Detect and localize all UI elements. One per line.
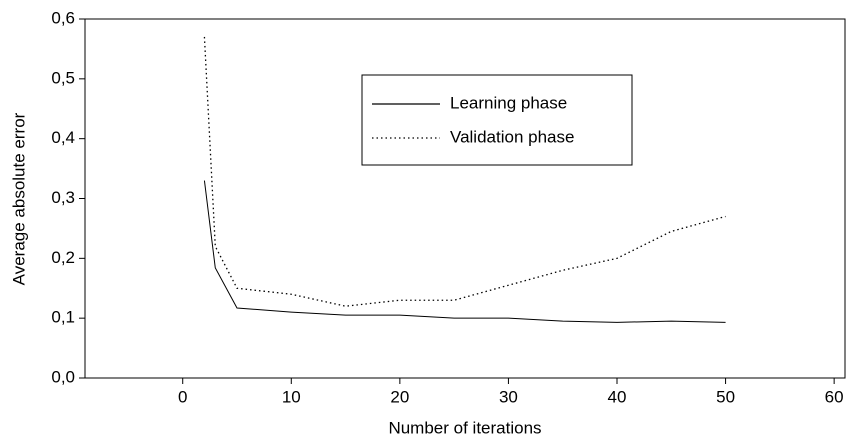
x-tick-label: 60 <box>825 387 844 406</box>
x-tick-label: 20 <box>390 387 409 406</box>
y-tick-label: 0,0 <box>51 367 75 386</box>
y-tick-label: 0,6 <box>51 8 75 27</box>
legend-label: Learning phase <box>450 93 567 112</box>
y-tick-label: 0,5 <box>51 68 75 87</box>
y-tick-label: 0,4 <box>51 128 75 147</box>
x-tick-label: 0 <box>178 387 187 406</box>
x-axis-label: Number of iterations <box>388 418 541 437</box>
x-tick-label: 50 <box>716 387 735 406</box>
plot-frame <box>84 18 846 379</box>
series-line <box>203 180 726 323</box>
y-tick-label: 0,1 <box>51 308 75 327</box>
y-tick-label: 0,2 <box>51 248 75 267</box>
y-axis-label: Average absolute error <box>9 112 28 285</box>
x-tick-label: 30 <box>499 387 518 406</box>
legend-box <box>361 74 633 166</box>
y-tick-label: 0,3 <box>51 188 75 207</box>
legend-label: Validation phase <box>450 127 574 146</box>
x-tick-label: 40 <box>608 387 627 406</box>
x-tick-label: 10 <box>282 387 301 406</box>
